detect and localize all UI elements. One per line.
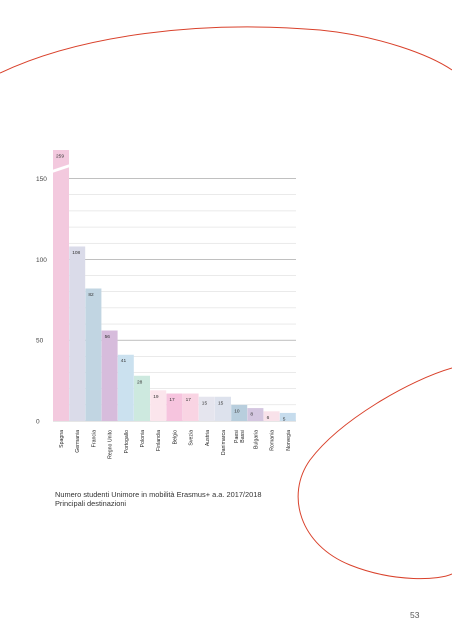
- x-category-label: Paesi: [234, 430, 240, 443]
- decorative-curve-top: [0, 26, 452, 74]
- bar: [166, 393, 183, 421]
- page-number: 53: [410, 610, 420, 620]
- caption-line-2: Principali destinazioni: [55, 499, 127, 508]
- x-category-label: Portogallo: [124, 430, 130, 453]
- x-category-label: Germania: [75, 430, 81, 453]
- x-category-label: Romania: [270, 430, 276, 451]
- x-category-label: Polonia: [140, 430, 146, 447]
- bar-value-label: 17: [169, 397, 175, 403]
- bar-value-label: 5: [283, 416, 286, 422]
- bar: [150, 390, 167, 421]
- bar-value-label: 10: [234, 408, 240, 414]
- bar: [279, 412, 296, 421]
- bar-value-label: 82: [88, 292, 94, 298]
- bar: [263, 411, 280, 421]
- x-category-label: Norvegia: [286, 430, 292, 451]
- y-tick-label: 150: [36, 176, 47, 183]
- bar: [117, 354, 134, 421]
- bar: [69, 246, 86, 421]
- bar: [198, 396, 215, 421]
- y-tick-label: 0: [36, 419, 40, 426]
- x-category-label: Francia: [91, 430, 97, 447]
- bar-value-label: 17: [186, 397, 192, 403]
- bar-value-label: 108: [72, 250, 80, 256]
- chart-bars: [52, 150, 296, 421]
- bar-value-label: 15: [218, 400, 224, 406]
- x-category-label: Belgio: [172, 430, 178, 445]
- bar: [182, 393, 199, 421]
- bar: [53, 150, 69, 421]
- y-tick-label: 100: [36, 257, 47, 264]
- x-category-label: Regno Unito: [108, 430, 114, 459]
- bar-value-label: 56: [105, 334, 111, 340]
- decorative-curve-bottom-right: [297, 367, 452, 580]
- bar: [247, 408, 264, 421]
- chart-caption: Numero studenti Unimore in mobilità Eras…: [55, 490, 261, 508]
- bar-value-label: 41: [121, 358, 127, 364]
- caption-line-1: Numero studenti Unimore in mobilità Eras…: [55, 490, 262, 499]
- bar-value-label: 19: [153, 394, 159, 400]
- bar: [134, 375, 150, 421]
- bar-value-label: 28: [137, 379, 143, 385]
- x-category-label: Finlandia: [156, 430, 162, 451]
- y-tick-label: 50: [36, 338, 44, 345]
- bar: [85, 288, 102, 421]
- x-category-label: Danimarca: [221, 430, 227, 455]
- bar: [215, 396, 231, 421]
- bar-value-label: 15: [202, 400, 208, 406]
- x-category-label: Svezia: [189, 430, 195, 446]
- chart-labels: 050100150259Spagna108Germania82Francia56…: [36, 154, 292, 459]
- x-category-label: Bulgaria: [253, 430, 259, 449]
- axis-break-mark: [52, 164, 70, 173]
- bar: [101, 330, 118, 421]
- bar-value-label: 8: [250, 412, 253, 418]
- x-category-label: Austria: [205, 430, 211, 446]
- x-category-label: Spagna: [59, 430, 65, 448]
- bar: [231, 404, 248, 421]
- bar-value-label: 259: [56, 154, 64, 160]
- bar-value-label: 6: [267, 415, 270, 421]
- x-category-label: Bassi: [240, 430, 246, 443]
